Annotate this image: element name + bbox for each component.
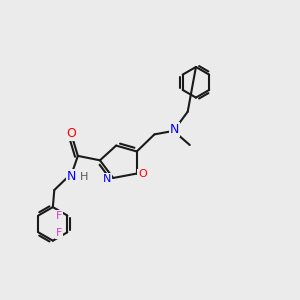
Text: H: H [80, 172, 88, 182]
Text: F: F [56, 211, 62, 220]
Text: N: N [67, 170, 76, 183]
Text: O: O [138, 169, 147, 179]
Text: N: N [103, 174, 112, 184]
Text: F: F [56, 228, 62, 238]
Text: O: O [66, 127, 76, 140]
Text: N: N [170, 123, 179, 136]
